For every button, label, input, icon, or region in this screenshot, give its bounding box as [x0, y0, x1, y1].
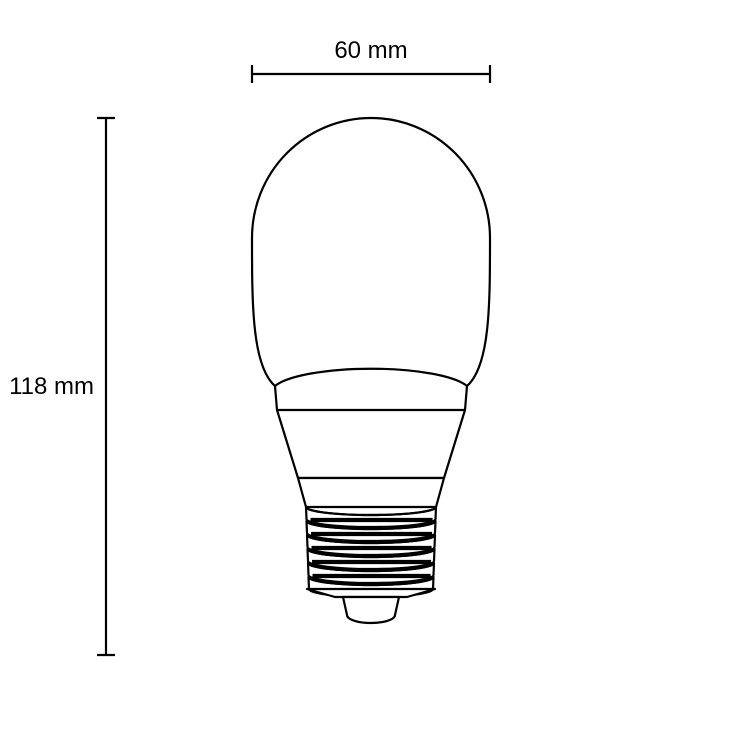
width-dimension-label: 60 mm: [334, 37, 407, 64]
bulb-outline: [252, 118, 490, 410]
height-dimension-line: [97, 118, 115, 655]
bulb-inner-arc: [275, 369, 467, 386]
height-dimension-label: 118 mm: [9, 373, 94, 400]
bulb-base: [277, 410, 465, 623]
width-dimension-line: [252, 65, 490, 83]
lightbulb-diagram: 60 mm 118 mm: [0, 0, 734, 734]
